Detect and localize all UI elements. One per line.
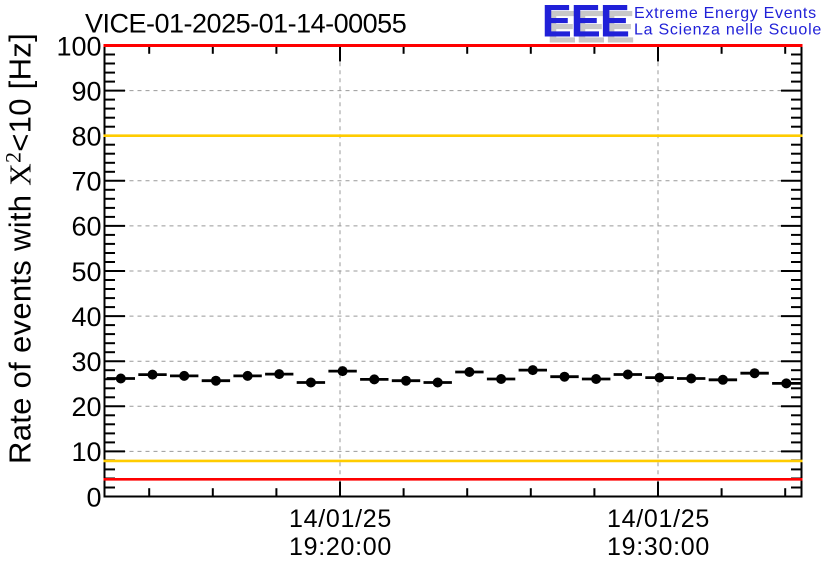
svg-text:19:20:00: 19:20:00 [289,533,392,561]
svg-text:30: 30 [71,347,101,377]
svg-text:90: 90 [71,76,101,106]
svg-text:50: 50 [71,257,101,287]
svg-text:80: 80 [71,122,101,152]
svg-text:60: 60 [71,212,101,242]
svg-text:Rate of events with X2<10 [Hz]: Rate of events with X2<10 [Hz] [1,33,38,464]
svg-text:19:30:00: 19:30:00 [607,533,710,561]
svg-text:10: 10 [71,437,101,467]
svg-text:VICE-01-2025-01-14-00055: VICE-01-2025-01-14-00055 [85,9,406,39]
svg-text:Extreme Energy Events: Extreme Energy Events [634,5,817,22]
svg-text:14/01/25: 14/01/25 [289,505,392,533]
svg-text:EEE: EEE [547,2,634,53]
svg-text:100: 100 [56,31,101,61]
svg-text:EEE: EEE [542,0,629,47]
svg-text:40: 40 [71,302,101,332]
svg-text:70: 70 [71,167,101,197]
svg-text:20: 20 [71,392,101,422]
svg-text:La Scienza nelle Scuole: La Scienza nelle Scuole [634,22,822,39]
svg-text:14/01/25: 14/01/25 [607,505,710,533]
svg-text:0: 0 [86,482,101,512]
